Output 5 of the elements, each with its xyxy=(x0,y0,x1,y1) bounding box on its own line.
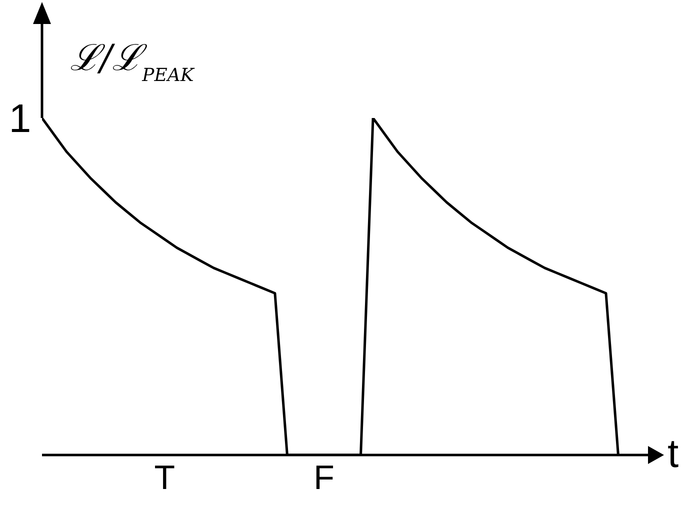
text: 1 xyxy=(8,97,32,141)
x-tick-label: F xyxy=(314,459,334,498)
y-axis-title: ℒ/ℒ$_{PEAK}$ xyxy=(70,38,196,86)
x-axis-title: t xyxy=(667,432,679,476)
x-tick-label: T xyxy=(154,459,175,498)
